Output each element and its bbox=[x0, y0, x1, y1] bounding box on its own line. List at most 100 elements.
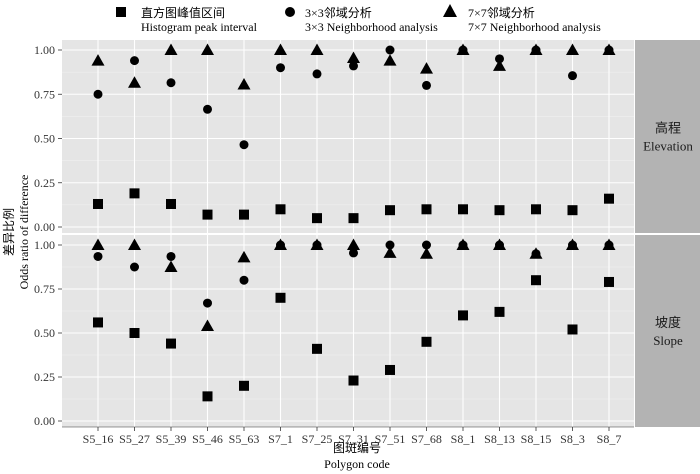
panel-slope: 0.00 0.25 0.50 0.75 1.00 坡度 Slope bbox=[34, 235, 700, 428]
data-point-circle-S7_68 bbox=[422, 80, 431, 90]
data-point-circle-S7_31 bbox=[349, 248, 358, 258]
x-axis-title-en: Polygon code bbox=[324, 457, 390, 471]
data-point-triangle-S7_51 bbox=[383, 246, 397, 258]
y-tick-label: 1.00 bbox=[34, 43, 55, 57]
legend-square-marker bbox=[116, 7, 126, 17]
x-tick-label: S7_31 bbox=[338, 432, 369, 446]
data-point-circle-S5_63 bbox=[239, 275, 249, 285]
data-point-triangle-S8_15 bbox=[529, 247, 543, 259]
data-point-square-S8_7 bbox=[604, 276, 614, 287]
facet-strip-label-en: Slope bbox=[653, 333, 683, 348]
y-tick-label: 0.25 bbox=[34, 176, 55, 190]
data-point-square-S7_1 bbox=[275, 292, 286, 303]
data-point-circle-S5_27 bbox=[130, 262, 139, 272]
data-point-triangle-S5_63 bbox=[237, 250, 251, 263]
data-point-triangle-S5_27 bbox=[128, 238, 141, 250]
facet-strip-label: 高程 bbox=[655, 121, 681, 136]
data-point-square-S5_46 bbox=[202, 209, 213, 220]
y-tick-label: 0.50 bbox=[34, 132, 55, 146]
data-point-circle-S5_39 bbox=[166, 78, 176, 88]
y-tick-label: 0.00 bbox=[34, 414, 55, 428]
x-tick-label: S5_39 bbox=[156, 432, 187, 446]
data-point-triangle-S8_1 bbox=[456, 43, 470, 55]
panel-background bbox=[62, 235, 634, 427]
data-point-triangle-S5_46 bbox=[201, 319, 214, 331]
data-point-triangle-S8_3 bbox=[566, 238, 579, 250]
legend-label-histogram: 直方图峰值区间 bbox=[141, 5, 225, 20]
y-tick-label: 0.25 bbox=[34, 370, 55, 384]
data-point-triangle-S8_3 bbox=[566, 43, 579, 55]
data-point-square-S8_13 bbox=[494, 306, 505, 317]
data-point-circle-S8_3 bbox=[568, 71, 577, 81]
data-point-triangle-S7_68 bbox=[420, 247, 433, 259]
x-tick-label: S7_25 bbox=[302, 432, 333, 446]
data-point-square-S5_16 bbox=[93, 198, 103, 209]
data-point-square-S8_3 bbox=[567, 324, 578, 335]
data-point-square-S5_63 bbox=[239, 380, 249, 391]
legend-label-3x3: 3×3邻域分析 bbox=[305, 6, 372, 20]
data-point-triangle-S5_27 bbox=[128, 76, 141, 88]
data-point-square-S7_68 bbox=[421, 204, 432, 215]
x-tick-label: S8_3 bbox=[560, 432, 585, 446]
data-point-triangle-S7_25 bbox=[310, 43, 324, 55]
data-point-triangle-S8_7 bbox=[602, 238, 616, 250]
x-tick-label: S5_63 bbox=[229, 432, 260, 446]
x-tick-label: S8_13 bbox=[484, 432, 515, 446]
data-point-triangle-S8_7 bbox=[602, 43, 616, 55]
data-point-square-S5_39 bbox=[166, 198, 176, 209]
x-tick-label: S5_16 bbox=[83, 432, 114, 446]
data-point-triangle-S7_31 bbox=[347, 238, 360, 250]
facet-strip bbox=[635, 40, 700, 233]
data-point-square-S7_51 bbox=[385, 364, 395, 375]
data-point-square-S8_15 bbox=[531, 275, 541, 286]
data-point-square-S7_25 bbox=[312, 213, 322, 224]
data-point-triangle-S8_13 bbox=[493, 238, 506, 250]
data-point-triangle-S5_39 bbox=[164, 43, 178, 55]
data-point-square-S8_1 bbox=[458, 204, 468, 215]
data-point-square-S7_31 bbox=[348, 213, 359, 224]
facet-strip-label: 坡度 bbox=[655, 315, 681, 330]
y-tick-label: 0.00 bbox=[34, 220, 55, 234]
plot-area: 0.000.250.500.751.00高程Elevation0.000.250… bbox=[34, 40, 700, 446]
data-point-square-S7_1 bbox=[275, 204, 286, 215]
x-tick-label: S7_51 bbox=[375, 432, 406, 446]
data-point-circle-S7_25 bbox=[312, 69, 322, 79]
facet-strip-label-en: Elevation bbox=[643, 139, 693, 154]
x-tick-label: S5_27 bbox=[119, 432, 150, 446]
data-point-circle-S7_51 bbox=[385, 45, 395, 55]
data-point-triangle-S5_16 bbox=[91, 54, 105, 66]
data-point-circle-S5_46 bbox=[203, 104, 212, 114]
data-point-circle-S7_51 bbox=[385, 240, 395, 250]
data-point-circle-S5_63 bbox=[239, 140, 249, 150]
legend: 直方图峰值区间 Histogram peak interval 3×3邻域分析 … bbox=[116, 4, 601, 34]
data-point-circle-S5_46 bbox=[203, 298, 212, 308]
data-point-square-S7_51 bbox=[385, 205, 395, 216]
data-point-triangle-S7_68 bbox=[420, 62, 433, 74]
x-tick-label: S8_7 bbox=[597, 432, 622, 446]
panel-background bbox=[62, 40, 634, 233]
data-point-square-S5_39 bbox=[166, 338, 176, 349]
panel-elevation: 0.00 0.25 0.50 0.75 1.00 高程 Elevation bbox=[34, 40, 700, 234]
data-point-circle-S7_31 bbox=[349, 61, 358, 71]
data-point-circle-S5_39 bbox=[166, 251, 176, 261]
y-tick-label: 1.00 bbox=[34, 238, 55, 252]
y-axis-title-en: Odds ratio of difference bbox=[17, 175, 31, 290]
facet-strip bbox=[635, 235, 700, 427]
data-point-triangle-S8_15 bbox=[529, 43, 543, 55]
data-point-square-S8_7 bbox=[604, 193, 614, 204]
data-point-triangle-S7_31 bbox=[347, 51, 360, 63]
y-tick-label: 0.75 bbox=[34, 282, 55, 296]
legend-circle-marker bbox=[285, 7, 295, 17]
data-point-square-S8_1 bbox=[458, 310, 468, 321]
data-point-triangle-S5_63 bbox=[237, 78, 251, 90]
data-point-square-S7_68 bbox=[421, 336, 432, 347]
data-point-square-S8_3 bbox=[567, 205, 578, 216]
y-tick-label: 0.75 bbox=[34, 87, 55, 101]
data-point-triangle-S5_46 bbox=[201, 43, 214, 55]
data-point-circle-S7_1 bbox=[276, 63, 285, 73]
data-point-square-S8_13 bbox=[494, 205, 505, 216]
data-point-triangle-S5_16 bbox=[91, 238, 105, 250]
x-tick-label: S7_68 bbox=[411, 432, 442, 446]
legend-label-7x7: 7×7邻域分析 bbox=[468, 6, 535, 20]
